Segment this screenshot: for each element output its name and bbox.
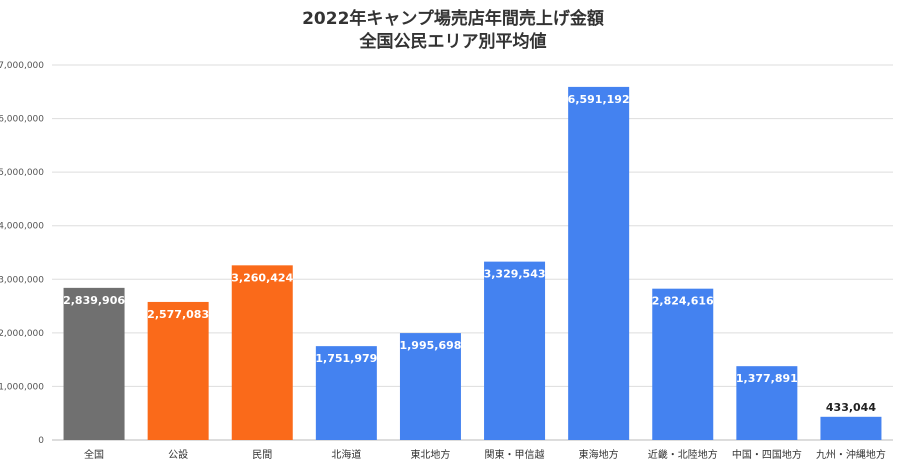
- y-tick-label: 4,000,000: [0, 222, 44, 232]
- y-tick-label: 7,000,000: [0, 61, 44, 71]
- y-tick-label: 3,000,000: [0, 275, 44, 285]
- bar: [315, 346, 377, 440]
- bar: [484, 261, 546, 440]
- data-label: 1,995,698: [399, 339, 461, 352]
- bar: [568, 86, 630, 441]
- data-label: 2,824,616: [652, 295, 714, 308]
- bar: [399, 333, 461, 440]
- data-labels: 2,839,906 2,577,083 3,260,424 1,751,979 1,99…: [63, 93, 876, 414]
- data-label: 3,260,424: [231, 271, 293, 284]
- y-tick-label: 1,000,000: [0, 382, 44, 392]
- y-axis: 0 1,000,000 2,000,000 3,000,000 4,000,000 5,0…: [0, 61, 44, 446]
- y-tick-label: 6,000,000: [0, 115, 44, 125]
- bar: [231, 265, 293, 440]
- x-tick-label: 全国: [84, 448, 104, 461]
- bar: [652, 288, 714, 440]
- bar: [63, 287, 125, 440]
- bar: [147, 301, 209, 440]
- x-tick-label: 関東・甲信越: [485, 448, 545, 461]
- data-label: 3,329,543: [484, 268, 546, 281]
- data-label: 1,377,891: [736, 372, 798, 385]
- y-tick-label: 0: [38, 436, 44, 446]
- x-tick-label: 民間: [252, 449, 272, 461]
- y-tick-label: 5,000,000: [0, 168, 44, 178]
- data-label: 2,839,906: [63, 294, 125, 307]
- data-label: 1,751,979: [315, 352, 377, 365]
- chart-subtitle: 全国公民エリア別平均値: [359, 32, 547, 52]
- x-tick-label: 中国・四国地方: [732, 448, 802, 461]
- data-label: 6,591,192: [568, 93, 630, 106]
- x-axis: 全国 公設 民間 北海道 東北地方 関東・甲信越 東海地方 近畿・北陸地方 中国・四国地方 九州・…: [84, 448, 886, 461]
- x-tick-label: 北海道: [331, 448, 361, 461]
- bars: [63, 86, 882, 441]
- data-label: 433,044: [826, 401, 876, 414]
- data-label: 2,577,083: [147, 308, 209, 321]
- bar: [736, 366, 798, 440]
- x-tick-label: 九州・沖縄地方: [816, 448, 886, 461]
- x-tick-label: 東北地方: [410, 448, 450, 461]
- x-tick-label: 近畿・北陸地方: [648, 448, 718, 461]
- x-tick-label: 公設: [168, 448, 188, 461]
- bar: [820, 416, 882, 440]
- y-tick-label: 2,000,000: [0, 329, 44, 339]
- x-tick-label: 東海地方: [579, 448, 619, 461]
- chart-title: 2022年キャンプ場売店年間売上げ金額: [302, 9, 604, 29]
